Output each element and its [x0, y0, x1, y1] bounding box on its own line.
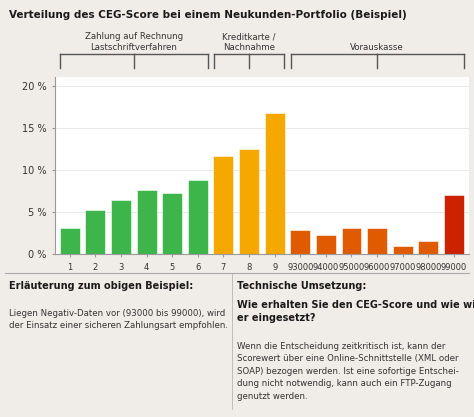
- Bar: [111, 199, 131, 254]
- Bar: [85, 210, 105, 254]
- Text: Zahlung auf Rechnung
Lastschriftverfahren: Zahlung auf Rechnung Lastschriftverfahre…: [85, 32, 183, 52]
- Bar: [239, 149, 259, 254]
- Text: Wie erhalten Sie den CEG-Score und wie wird
er eingesetzt?: Wie erhalten Sie den CEG-Score und wie w…: [237, 300, 474, 323]
- Bar: [393, 246, 413, 254]
- Bar: [188, 180, 208, 254]
- Bar: [60, 228, 80, 254]
- Bar: [419, 241, 438, 254]
- Bar: [162, 193, 182, 254]
- Bar: [341, 228, 362, 254]
- Bar: [444, 195, 464, 254]
- Bar: [316, 235, 336, 254]
- Text: Kreditkarte /
Nachnahme: Kreditkarte / Nachnahme: [222, 32, 276, 52]
- Bar: [367, 228, 387, 254]
- Bar: [264, 113, 285, 254]
- Bar: [213, 156, 234, 254]
- Text: Verteilung des CEG-Score bei einem Neukunden-Portfolio (Beispiel): Verteilung des CEG-Score bei einem Neuku…: [9, 10, 407, 20]
- Text: Erläuterung zum obigen Beispiel:: Erläuterung zum obigen Beispiel:: [9, 281, 194, 291]
- Text: Wenn die Entscheidung zeitkritisch ist, kann der
Scorewert über eine Online-Schn: Wenn die Entscheidung zeitkritisch ist, …: [237, 342, 459, 401]
- Text: Technische Umsetzung:: Technische Umsetzung:: [237, 281, 366, 291]
- Bar: [137, 190, 157, 254]
- Bar: [290, 230, 310, 254]
- Text: Vorauskasse: Vorauskasse: [350, 43, 404, 52]
- Text: Liegen Negativ-Daten vor (93000 bis 99000), wird
der Einsatz einer sicheren Zahl: Liegen Negativ-Daten vor (93000 bis 9900…: [9, 309, 228, 330]
